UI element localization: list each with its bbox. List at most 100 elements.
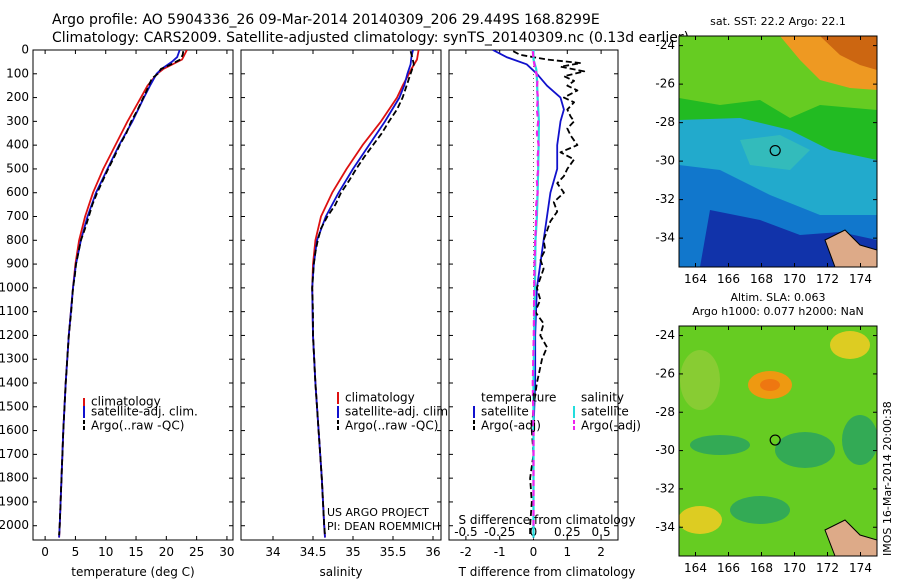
salinity-lines bbox=[311, 50, 420, 538]
legend-label-argo: Argo(..raw -QC) bbox=[345, 419, 438, 433]
map-y-tick-label: -28 bbox=[655, 115, 675, 129]
y-tick-label: 900 bbox=[6, 257, 29, 271]
sla-mid-band bbox=[680, 350, 720, 410]
climatology-title: Climatology: CARS2009. Satellite-adjuste… bbox=[52, 30, 690, 46]
difference-lines bbox=[492, 50, 586, 540]
x-tick-label: 30 bbox=[219, 545, 234, 559]
y-tick-label: 300 bbox=[6, 114, 29, 128]
sst-landmass bbox=[824, 229, 877, 267]
sla-map-frame bbox=[678, 325, 878, 557]
legend-label-climatology: climatology bbox=[91, 395, 161, 409]
difference-ticks: -2 -1 0 1 2-0.5 -0.25 0 0.25 0.5 bbox=[449, 49, 618, 559]
x-tick-label: 10 bbox=[98, 545, 113, 559]
top-tick-label: -0.25 bbox=[484, 525, 515, 539]
map-x-tick-label: 166 bbox=[717, 561, 740, 575]
sla-low-band-2 bbox=[775, 432, 835, 468]
map-y-tick-label: -34 bbox=[655, 231, 675, 245]
x-tick-label: 0 bbox=[41, 545, 49, 559]
sst-map-frame bbox=[678, 35, 878, 268]
sst-hot-core bbox=[820, 36, 877, 70]
sst-map-panel: 164 166 168 170 172 174 -24 -26 -28 -30 -32 -34 sat… bbox=[655, 15, 878, 286]
temperature-lines bbox=[58, 50, 188, 538]
y-tick-label: 1100 bbox=[0, 304, 29, 318]
sla-low-band-1 bbox=[690, 435, 750, 455]
map-x-tick-label: 170 bbox=[783, 272, 806, 286]
legend-header-salinity: salinity bbox=[581, 391, 624, 405]
y-tick-label: 700 bbox=[6, 209, 29, 223]
series-line-salinity-argo-adj- bbox=[531, 51, 540, 526]
sla-high-core bbox=[760, 379, 780, 391]
temperature-xlabel: temperature (deg C) bbox=[71, 565, 194, 579]
y-tick-label: 0 bbox=[21, 43, 29, 57]
y-tick-label: 200 bbox=[6, 90, 29, 104]
sla-landmass bbox=[824, 519, 877, 556]
legend-label-satellite: satellite-adj. clim. bbox=[91, 405, 198, 419]
y-tick-label: 800 bbox=[6, 233, 29, 247]
map-y-tick-label: -30 bbox=[655, 443, 675, 457]
sla-map-panel: 164 166 168 170 172 174 -24 -26 -28 -30 -32 -34 Alt… bbox=[655, 291, 894, 575]
map-y-tick-label: -24 bbox=[655, 328, 675, 342]
temperature-panel: 0100200300400500600700800900100011001200… bbox=[0, 43, 235, 580]
legend-label-sal-satellite: satellite bbox=[581, 405, 629, 419]
map-y-tick-label: -28 bbox=[655, 405, 675, 419]
map-x-tick-label: 164 bbox=[684, 272, 707, 286]
series-line-argo-raw-qc- bbox=[311, 50, 415, 536]
project-annotation: US ARGO PROJECT bbox=[327, 506, 429, 519]
y-tick-label: 1800 bbox=[0, 471, 29, 485]
temperature-axes-frame bbox=[32, 49, 234, 541]
legend-label-argo: Argo(..raw -QC) bbox=[91, 419, 184, 433]
series-line-argo-raw-qc- bbox=[58, 51, 185, 536]
argo-location-marker bbox=[769, 434, 781, 446]
map-y-tick-label: -26 bbox=[655, 77, 675, 91]
top-tick-label: 0.25 bbox=[554, 525, 581, 539]
difference-panel: -2 -1 0 1 2-0.5 -0.25 0 0.25 0.5 T difference fr… bbox=[448, 49, 641, 579]
temperature-ticks: 0100200300400500600700800900100011001200… bbox=[0, 43, 235, 560]
x-tick-label: -2 bbox=[460, 545, 472, 559]
x-tick-label: 34 bbox=[265, 545, 280, 559]
sst-map-ticks: 164 166 168 170 172 174 -24 -26 -28 -30 -32 -34 bbox=[655, 36, 877, 286]
map-x-tick-label: 170 bbox=[783, 561, 806, 575]
top-tick-label: 0.5 bbox=[592, 525, 611, 539]
map-x-tick-label: 168 bbox=[750, 561, 773, 575]
x-tick-label: 36 bbox=[425, 545, 440, 559]
map-y-tick-label: -26 bbox=[655, 366, 675, 380]
x-tick-label: 35.5 bbox=[380, 545, 407, 559]
sst-map-field bbox=[679, 36, 877, 267]
x-tick-label: 15 bbox=[128, 545, 143, 559]
y-tick-label: 1700 bbox=[0, 447, 29, 461]
x-tick-label: 0 bbox=[530, 545, 538, 559]
x-tick-label: 5 bbox=[72, 545, 80, 559]
y-tick-label: 400 bbox=[6, 138, 29, 152]
difference-legend: temperature salinity satellite Argo(-adj… bbox=[473, 391, 641, 433]
legend-label-temp-satellite: satellite bbox=[481, 405, 529, 419]
map-y-tick-label: -30 bbox=[655, 154, 675, 168]
map-y-tick-label: -24 bbox=[655, 38, 675, 52]
y-tick-label: 500 bbox=[6, 161, 29, 175]
y-tick-label: 1600 bbox=[0, 423, 29, 437]
y-tick-label: 1200 bbox=[0, 328, 29, 342]
salinity-ticks: 34 34.5 35 35.5 36 bbox=[241, 49, 441, 559]
map-x-tick-label: 172 bbox=[816, 561, 839, 575]
argo-location-marker bbox=[769, 144, 781, 157]
y-tick-label: 100 bbox=[6, 66, 29, 80]
y-tick-label: 1500 bbox=[0, 399, 29, 413]
sla-map-title: Altim. SLA: 0.063 bbox=[730, 291, 825, 304]
x-tick-label: 1 bbox=[563, 545, 571, 559]
sla-sw-anomaly bbox=[679, 506, 722, 534]
y-tick-label: 1000 bbox=[0, 280, 29, 294]
map-x-tick-label: 166 bbox=[717, 272, 740, 286]
legend-label-temp-argo: Argo(-adj) bbox=[481, 419, 541, 433]
map-x-tick-label: 172 bbox=[816, 272, 839, 286]
x-tick-label: 35 bbox=[345, 545, 360, 559]
sla-map-ticks: 164 166 168 170 172 174 -24 -26 -28 -30 -32 -34 bbox=[655, 326, 877, 575]
sla-low-band-3 bbox=[842, 415, 877, 465]
salinity-panel: 34 34.5 35 35.5 36 salinity climatology sate… bbox=[240, 49, 452, 579]
difference-xlabel: T difference from climatology bbox=[458, 565, 636, 579]
difference-top-label: S difference from climatology bbox=[459, 513, 636, 527]
map-y-tick-label: -34 bbox=[655, 520, 675, 534]
salinity-axes-frame bbox=[240, 49, 442, 541]
x-tick-label: 25 bbox=[189, 545, 204, 559]
x-tick-label: 20 bbox=[159, 545, 174, 559]
salinity-xlabel: salinity bbox=[319, 565, 362, 579]
